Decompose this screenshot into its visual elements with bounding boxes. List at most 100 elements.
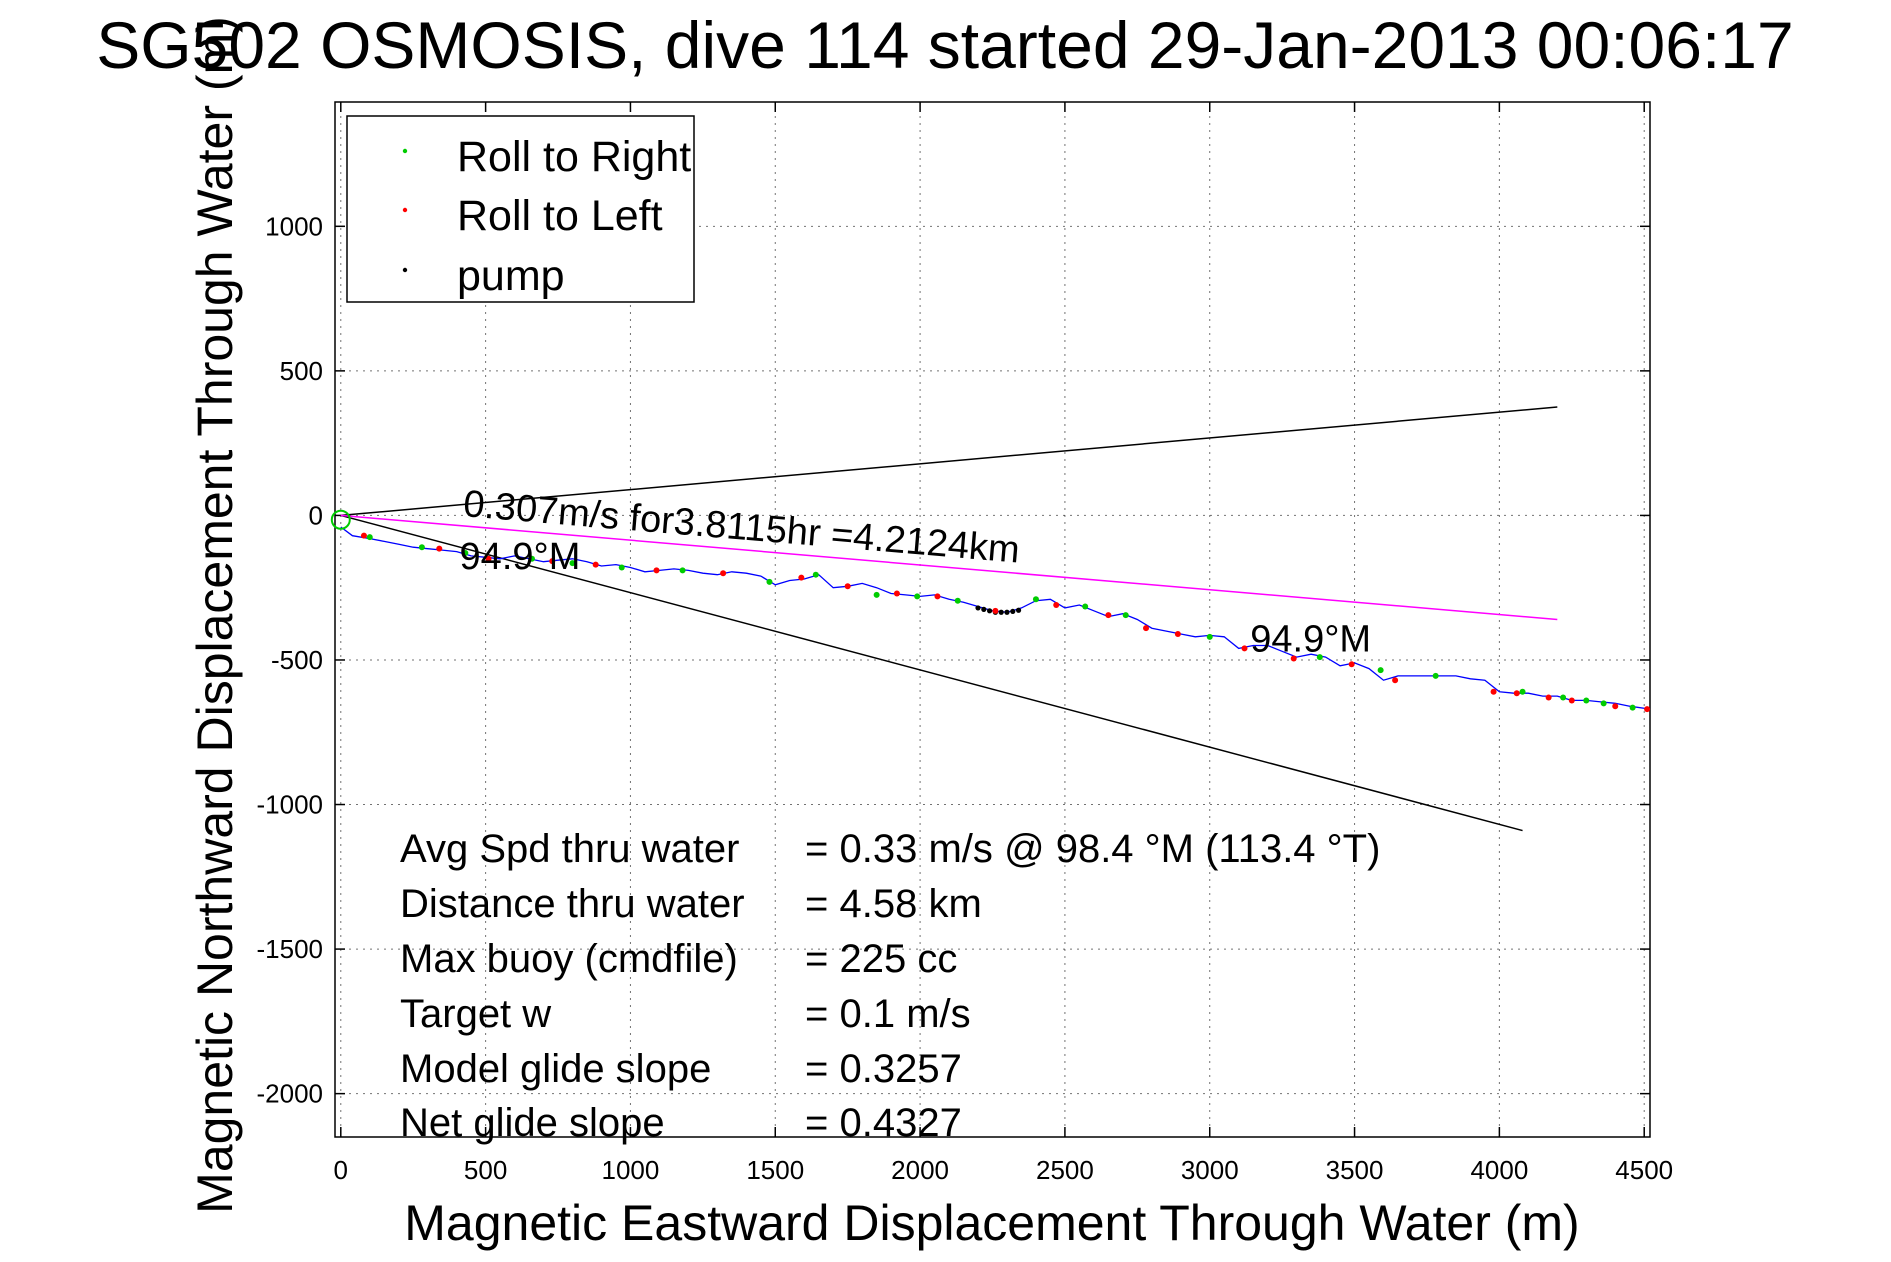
x-tick-label: 500 <box>464 1155 507 1185</box>
chart-title: SG502 OSMOSIS, dive 114 started 29-Jan-2… <box>96 8 1793 82</box>
roll-right-point <box>1560 694 1567 701</box>
reference-line-north <box>340 406 1558 517</box>
roll-right-point <box>1519 688 1526 695</box>
tick-layer: 0 500 1000 1500 2000 2500 3000 3500 4000 4500 1000… <box>257 102 1673 1185</box>
roll-left-point <box>844 583 851 590</box>
roll-right-point <box>1583 697 1590 704</box>
y-tick-label: 500 <box>280 356 323 386</box>
start-marker <box>330 509 351 530</box>
reference-line-south <box>340 514 1523 832</box>
stat-label-net-glide: Net glide slope <box>400 1101 665 1145</box>
roll-left-point <box>485 555 492 562</box>
roll-right-point <box>679 567 686 574</box>
roll-left-point <box>1612 703 1619 710</box>
y-tick-label: -1500 <box>257 934 324 964</box>
legend-label-roll-left: Roll to Left <box>457 192 663 240</box>
stat-value-target-w: = 0.1 m/s <box>805 992 971 1036</box>
roll-left-point <box>1105 612 1112 619</box>
pump-point <box>1010 608 1016 615</box>
roll-left-point <box>1568 697 1575 704</box>
roll-right-point <box>1377 667 1384 674</box>
grid-layer <box>335 102 1650 1137</box>
roll-right-point <box>1122 612 1129 619</box>
roll-left-point <box>893 590 900 597</box>
roll-right-point <box>418 544 425 551</box>
stat-label-max-buoy: Max buoy (cmdfile) <box>400 937 738 981</box>
roll-right-point <box>812 571 819 578</box>
roll-left-point <box>1290 655 1297 662</box>
stat-label-target-w: Target w <box>400 992 551 1036</box>
stat-label-distance: Distance thru water <box>400 882 745 926</box>
roll-right-point <box>1032 596 1039 603</box>
x-tick-label: 3000 <box>1181 1155 1239 1185</box>
roll-left-point <box>1348 661 1355 668</box>
roll-right-point <box>366 534 373 541</box>
x-tick-label: 1500 <box>746 1155 804 1185</box>
reference-line-mean <box>340 514 1558 621</box>
roll-left-point <box>720 570 727 577</box>
roll-right-point <box>569 560 576 567</box>
roll-right-point <box>914 593 921 600</box>
roll-right-point <box>766 578 773 585</box>
stat-label-avg-speed: Avg Spd thru water <box>400 827 739 871</box>
roll-right-point <box>954 597 961 604</box>
stat-label-model-glide: Model glide slope <box>400 1047 711 1091</box>
legend-marker-roll-right <box>402 148 408 154</box>
reference-lines <box>340 406 1558 832</box>
x-tick-label: 2500 <box>1036 1155 1094 1185</box>
stat-value-net-glide: = 0.4327 <box>805 1101 962 1145</box>
legend: Roll to Right Roll to Left pump <box>346 115 695 303</box>
legend-label-pump: pump <box>457 252 565 300</box>
roll-right-point <box>618 564 625 571</box>
roll-left-point <box>798 574 805 581</box>
pump-point <box>1015 607 1022 613</box>
stat-value-avg-speed: = 0.33 m/s @ 98.4 °M (113.4 °T) <box>805 827 1380 871</box>
roll-right-point <box>1316 654 1323 661</box>
pump-point <box>975 605 981 611</box>
stats-block: Avg Spd thru water = 0.33 m/s @ 98.4 °M … <box>400 827 1380 1145</box>
roll-left-point <box>1053 602 1060 609</box>
roll-left-point <box>1644 706 1651 713</box>
stat-value-distance: = 4.58 km <box>805 882 982 926</box>
roll-left-point <box>1241 645 1248 652</box>
roll-right-point <box>1082 603 1089 610</box>
annotation-heading-end: 94.9°M <box>1250 618 1371 660</box>
plot-frame <box>334 101 1651 1138</box>
roll-left-point <box>1392 677 1399 684</box>
y-tick-label: 0 <box>309 500 323 530</box>
pump-point <box>987 608 993 614</box>
stat-value-max-buoy: = 225 cc <box>805 937 957 981</box>
roll-left-point <box>653 567 660 574</box>
x-tick-label: 4000 <box>1470 1155 1528 1185</box>
annotation-layer: 0.307m/s for3.8115hr =4.2124km94.9°M94.9… <box>460 483 1372 660</box>
y-tick-label: -1000 <box>257 790 324 820</box>
x-tick-label: 4500 <box>1615 1155 1673 1185</box>
legend-marker-roll-left <box>402 207 408 213</box>
y-axis-label: Magnetic Northward Displacement Through … <box>187 16 243 1214</box>
roll-left-point <box>1513 690 1520 697</box>
x-tick-label: 3500 <box>1326 1155 1384 1185</box>
x-tick-label: 0 <box>334 1155 348 1185</box>
roll-right-point <box>462 550 469 557</box>
roll-right-point <box>1206 633 1213 640</box>
y-tick-label: 1000 <box>265 211 323 241</box>
roll-left-point <box>1545 694 1552 701</box>
roll-left-point <box>436 545 443 552</box>
roll-left-point <box>1143 625 1150 632</box>
roll-left-point <box>992 607 999 614</box>
x-axis-label: Magnetic Eastward Displacement Through W… <box>404 1195 1579 1251</box>
roll-left-point <box>592 561 599 568</box>
roll-right-point <box>873 591 880 598</box>
roll-left-point <box>549 558 556 565</box>
stat-value-model-glide: = 0.3257 <box>805 1047 962 1091</box>
roll-right-point <box>1629 704 1636 711</box>
roll-left-point <box>360 532 367 539</box>
legend-marker-pump <box>402 267 408 273</box>
y-tick-label: -2000 <box>257 1079 324 1109</box>
x-tick-label: 2000 <box>891 1155 949 1185</box>
legend-label-roll-right: Roll to Right <box>457 133 691 181</box>
pump-point <box>998 609 1004 615</box>
roll-right-point <box>1432 672 1439 679</box>
y-tick-label: -500 <box>271 645 323 675</box>
